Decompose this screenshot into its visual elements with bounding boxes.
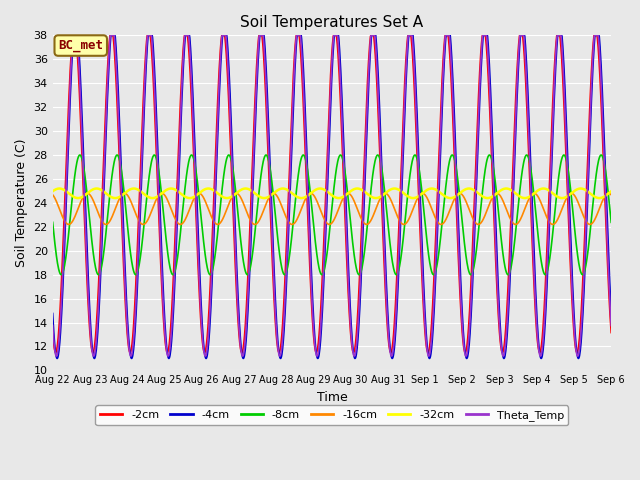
-2cm xyxy=(287,142,294,148)
Y-axis label: Soil Temperature (C): Soil Temperature (C) xyxy=(15,139,28,267)
Line: -8cm: -8cm xyxy=(52,155,611,275)
-2cm xyxy=(298,72,306,77)
-2cm xyxy=(49,330,56,336)
-2cm xyxy=(52,349,60,355)
-32cm xyxy=(49,188,56,194)
-2cm xyxy=(93,319,100,324)
Line: Theta_Temp: Theta_Temp xyxy=(52,36,611,356)
-16cm xyxy=(298,205,305,211)
-4cm xyxy=(308,283,316,289)
-32cm xyxy=(367,193,374,199)
-2cm xyxy=(367,33,375,38)
-4cm xyxy=(70,33,77,38)
-32cm xyxy=(115,194,123,200)
-8cm xyxy=(597,152,605,158)
Line: -32cm: -32cm xyxy=(52,189,611,198)
-16cm xyxy=(92,205,100,211)
-4cm xyxy=(93,344,100,349)
Theta_Temp xyxy=(52,353,60,359)
-4cm xyxy=(298,41,306,47)
Theta_Temp xyxy=(607,323,615,328)
Theta_Temp xyxy=(93,333,100,339)
-8cm xyxy=(286,249,294,254)
-16cm xyxy=(367,217,374,223)
-16cm xyxy=(115,197,123,203)
-32cm xyxy=(308,190,316,195)
Theta_Temp xyxy=(367,33,375,38)
-16cm xyxy=(49,192,56,198)
-8cm xyxy=(308,203,316,208)
Legend: -2cm, -4cm, -8cm, -16cm, -32cm, Theta_Temp: -2cm, -4cm, -8cm, -16cm, -32cm, Theta_Te… xyxy=(95,406,568,425)
Theta_Temp xyxy=(69,33,77,38)
Theta_Temp xyxy=(287,163,294,168)
Theta_Temp xyxy=(116,138,124,144)
-8cm xyxy=(298,155,305,160)
-2cm xyxy=(116,157,124,163)
-16cm xyxy=(65,222,72,228)
-16cm xyxy=(605,191,612,196)
-8cm xyxy=(367,188,374,194)
X-axis label: Time: Time xyxy=(317,391,348,404)
Line: -2cm: -2cm xyxy=(52,36,611,352)
-4cm xyxy=(53,356,61,361)
-2cm xyxy=(607,330,615,336)
-2cm xyxy=(69,33,77,38)
-4cm xyxy=(287,180,294,186)
-8cm xyxy=(115,155,123,161)
-8cm xyxy=(49,219,56,225)
Theta_Temp xyxy=(298,55,306,60)
Line: -4cm: -4cm xyxy=(52,36,611,359)
-4cm xyxy=(49,311,56,316)
-16cm xyxy=(286,221,294,227)
-16cm xyxy=(308,191,316,196)
Theta_Temp xyxy=(49,323,56,328)
-8cm xyxy=(92,268,100,274)
-32cm xyxy=(286,189,294,194)
-16cm xyxy=(607,192,615,198)
-32cm xyxy=(56,186,63,192)
-32cm xyxy=(595,195,603,201)
Theta_Temp xyxy=(308,299,316,305)
-4cm xyxy=(116,116,124,122)
-32cm xyxy=(92,186,100,192)
-32cm xyxy=(607,188,615,194)
-32cm xyxy=(298,195,305,201)
Line: -16cm: -16cm xyxy=(52,193,611,225)
-4cm xyxy=(607,311,615,316)
Text: BC_met: BC_met xyxy=(58,39,103,52)
-2cm xyxy=(308,310,316,315)
-4cm xyxy=(367,36,375,42)
Title: Soil Temperatures Set A: Soil Temperatures Set A xyxy=(241,15,424,30)
-8cm xyxy=(607,219,615,225)
-8cm xyxy=(58,272,65,277)
